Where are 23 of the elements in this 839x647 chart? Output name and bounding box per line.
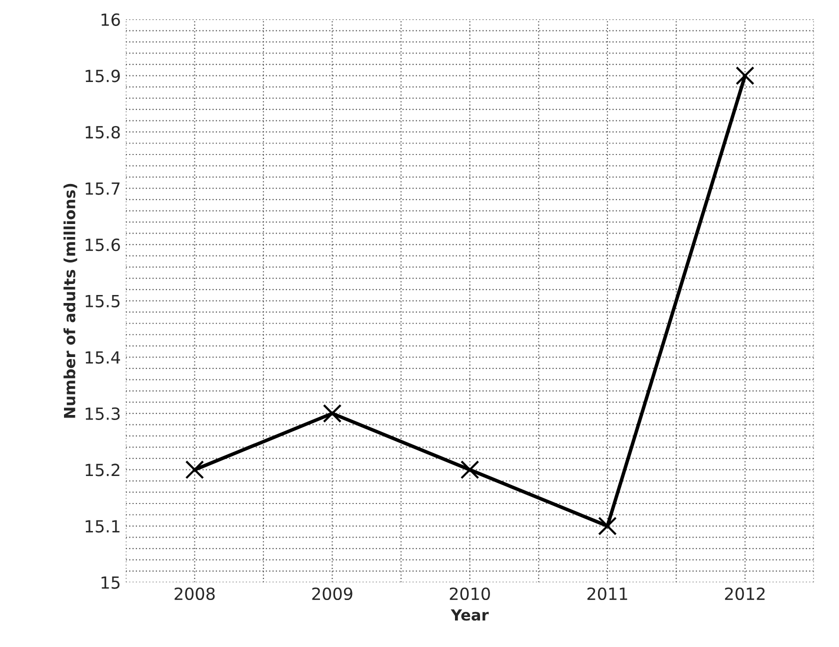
x-tick-label: 2011	[587, 587, 628, 600]
y-tick-label: 15.9	[86, 70, 120, 82]
y-tick-label: 15.2	[86, 464, 120, 476]
y-tick-label: 16	[102, 13, 120, 26]
y-tick-label: 15.7	[86, 182, 120, 195]
point	[322, 404, 342, 423]
point	[598, 516, 617, 536]
y-tick-label: 15.1	[86, 520, 120, 533]
y-tick-label: 15	[102, 576, 120, 589]
x-tick-label: 2008	[174, 587, 215, 600]
y-tick-label: 15.5	[86, 295, 120, 308]
point	[460, 460, 480, 480]
x-tick-label: 2009	[312, 587, 352, 600]
point	[736, 66, 754, 86]
y-tick-label: 15.3	[86, 407, 120, 420]
point	[185, 460, 204, 480]
y-tick-label: 15.6	[86, 238, 120, 252]
x-axis-title: Year	[450, 609, 489, 621]
y-axis-title: Number of adults (millions)	[64, 184, 78, 418]
y-tick-label: 15.8	[86, 126, 120, 139]
x-tick-label: 2012	[725, 587, 765, 600]
y-tick-label: 15.4	[86, 351, 120, 364]
x-tick-label: 2010	[450, 587, 490, 600]
